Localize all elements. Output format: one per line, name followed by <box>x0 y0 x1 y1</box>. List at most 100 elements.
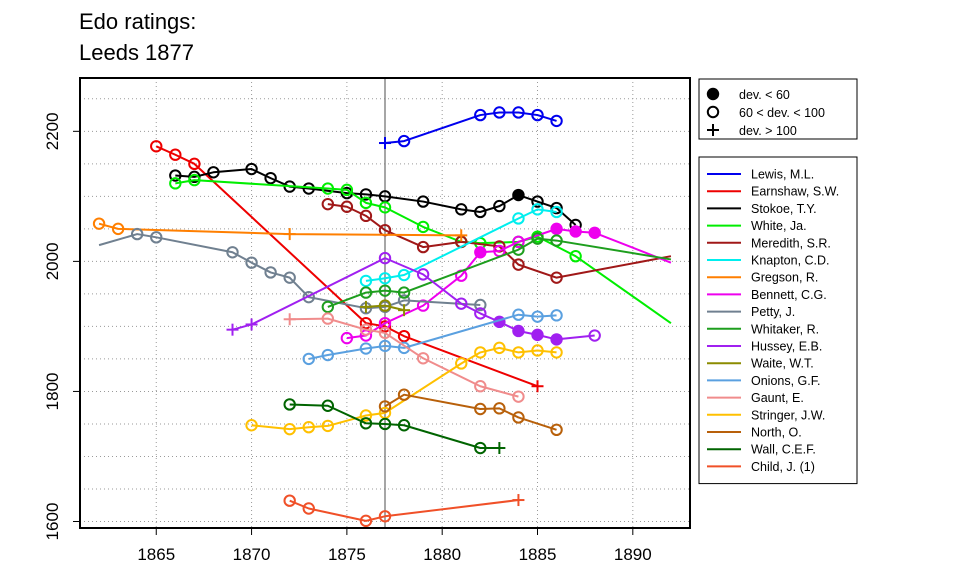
y-tick-label: 1800 <box>43 373 62 411</box>
marker-open-circle <box>283 494 296 507</box>
marker-open-circle <box>512 212 525 225</box>
marker-open-circle <box>378 299 392 312</box>
legend-label: Earnshaw, S.W. <box>751 185 839 199</box>
series-line <box>365 304 405 312</box>
marker-filled-circle <box>512 324 525 338</box>
marker-open-circle <box>550 271 563 284</box>
marker-open-circle <box>359 188 373 201</box>
series-line <box>384 111 557 145</box>
marker-open-circle <box>321 300 335 314</box>
marker-open-circle <box>111 222 125 236</box>
marker-open-circle <box>493 402 506 415</box>
series-2 <box>169 162 582 232</box>
marker-open-circle <box>169 177 182 190</box>
series-line <box>98 233 481 310</box>
marker-open-circle <box>550 114 563 128</box>
x-tick-label: 1890 <box>614 545 652 564</box>
marker-open-circle <box>226 246 239 259</box>
marker-open-circle <box>706 105 720 119</box>
series-6 <box>92 217 468 242</box>
marker-open-circle <box>512 390 525 403</box>
marker-open-circle <box>455 297 468 310</box>
marker-legend-label: 60 < dev. < 100 <box>739 106 825 120</box>
marker-open-circle <box>531 232 544 245</box>
marker-open-circle <box>378 400 392 413</box>
marker-open-circle <box>550 309 563 322</box>
marker-filled-circle <box>531 328 544 342</box>
marker-open-circle <box>512 411 525 424</box>
marker-open-circle <box>359 514 373 528</box>
series-line <box>232 257 595 341</box>
marker-open-circle <box>397 134 411 148</box>
marker-open-circle <box>550 346 563 359</box>
marker-open-circle <box>455 357 468 370</box>
marker-open-circle <box>321 312 335 325</box>
marker-filled-circle <box>550 333 563 346</box>
series-line <box>327 203 672 279</box>
marker-open-circle <box>302 290 315 304</box>
series-line <box>308 313 557 360</box>
marker-open-circle <box>569 249 582 263</box>
marker-open-circle <box>416 240 430 254</box>
marker-open-circle <box>150 231 163 244</box>
series-1 <box>150 140 544 393</box>
marker-open-circle <box>416 195 430 208</box>
legend-label: Waite, W.T. <box>751 357 814 371</box>
series-9 <box>321 232 672 314</box>
series-line <box>98 222 462 237</box>
marker-open-circle <box>474 108 487 122</box>
marker-open-circle <box>397 268 411 282</box>
marker-open-circle <box>378 339 392 353</box>
y-tick-label: 1600 <box>43 503 62 541</box>
marker-filled-circle <box>588 226 601 239</box>
plot-frame <box>79 77 691 529</box>
marker-open-circle <box>130 227 144 241</box>
legend-label: Wall, C.E.F. <box>751 443 816 457</box>
marker-open-circle <box>321 182 335 195</box>
marker-open-circle <box>378 326 392 340</box>
marker-open-circle <box>378 417 392 431</box>
marker-open-circle <box>359 417 373 430</box>
marker-open-circle <box>531 344 544 357</box>
y-tick-label: 2200 <box>43 112 62 150</box>
marker-open-circle <box>321 197 335 211</box>
marker-open-circle <box>150 140 163 153</box>
marker-open-circle <box>378 251 392 265</box>
marker-open-circle <box>512 243 525 256</box>
marker-open-circle <box>340 331 354 345</box>
series-line <box>251 346 557 431</box>
marker-legend: dev. < 60 60 < dev. < 100 dev. > 100 <box>698 78 858 140</box>
x-tick-label: 1875 <box>328 545 366 564</box>
legend-label: Meredith, S.R. <box>751 236 831 250</box>
marker-open-circle <box>512 308 525 321</box>
marker-open-circle <box>550 234 563 247</box>
marker-open-circle <box>188 173 201 187</box>
marker-open-circle <box>264 171 277 185</box>
marker-open-circle <box>493 341 506 355</box>
series-line <box>289 403 500 450</box>
marker-open-circle <box>283 398 296 411</box>
marker-open-circle <box>359 409 373 422</box>
marker-open-circle <box>474 441 487 455</box>
legend-label: North, O. <box>751 426 802 440</box>
series-12 <box>302 308 563 366</box>
marker-open-circle <box>474 298 487 312</box>
marker-open-circle <box>378 510 392 523</box>
legend-label: Gaunt, E. <box>751 391 804 405</box>
marker-filled-circle <box>512 188 525 202</box>
marker-open-circle <box>455 203 468 216</box>
marker-open-circle <box>474 205 487 219</box>
series-15 <box>378 388 563 437</box>
marker-open-circle <box>92 217 106 230</box>
legend-label: Onions, G.F. <box>751 374 820 388</box>
chart-title-line-1: Edo ratings: <box>79 9 197 34</box>
marker-open-circle <box>359 209 373 223</box>
marker-open-circle <box>474 402 487 416</box>
marker-open-circle <box>531 203 544 216</box>
series-line <box>289 317 519 398</box>
marker-legend-label: dev. > 100 <box>739 124 797 138</box>
chart-title-line-2: Leeds 1877 <box>79 40 194 65</box>
marker-open-circle <box>378 272 392 285</box>
marker-open-circle <box>493 106 506 119</box>
